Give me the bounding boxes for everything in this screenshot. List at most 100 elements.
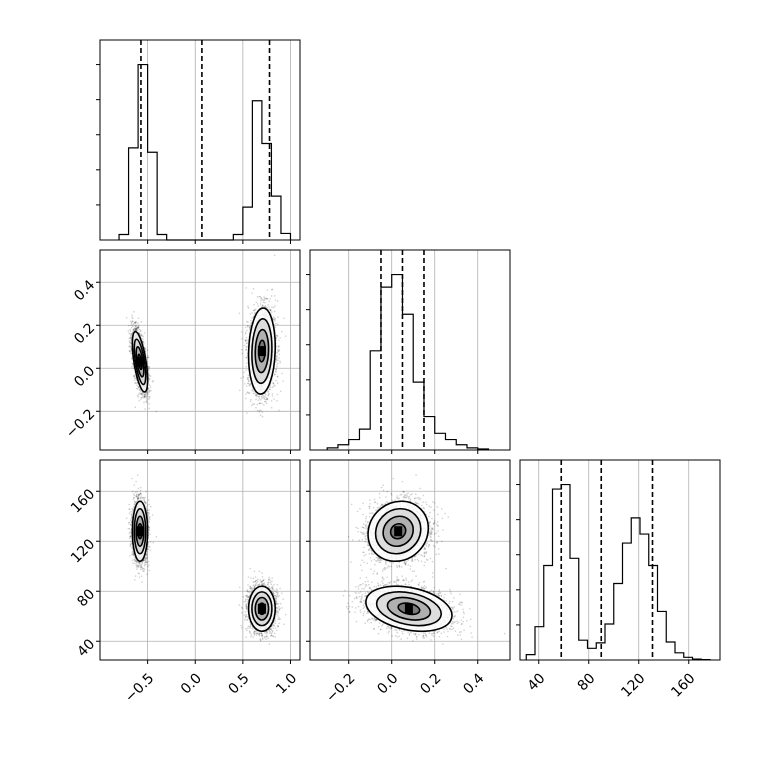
sample-point: [250, 322, 252, 324]
sample-point: [129, 345, 132, 348]
sample-point: [144, 347, 147, 350]
sample-point: [130, 333, 133, 335]
sample-point: [246, 391, 249, 393]
sample-point: [127, 330, 130, 332]
sample-point: [275, 370, 277, 372]
sample-point: [137, 326, 140, 329]
sample-point: [272, 383, 275, 385]
sample-point: [132, 328, 135, 331]
sample-point: [137, 326, 139, 329]
sample-point: [246, 342, 248, 344]
sample-point: [249, 384, 251, 386]
sample-point: [133, 379, 136, 381]
sample-point: [247, 325, 249, 328]
sample-point: [258, 402, 261, 405]
sample-point: [260, 297, 263, 299]
sample-point: [269, 386, 272, 389]
sample-point: [276, 300, 279, 302]
sample-point: [128, 337, 131, 340]
sample-point: [134, 328, 137, 331]
sample-point: [149, 389, 151, 392]
sample-point: [135, 328, 138, 331]
sample-point: [134, 329, 137, 331]
sample-point: [263, 395, 266, 398]
sample-point: [134, 382, 136, 385]
sample-point: [131, 357, 133, 359]
sample-point: [151, 380, 154, 383]
sample-point: [260, 395, 263, 398]
sample-point: [131, 362, 134, 365]
sample-point: [268, 388, 271, 391]
sample-point: [266, 397, 269, 400]
sample-point: [249, 324, 252, 327]
sample-point: [275, 335, 278, 337]
sample-point: [275, 379, 277, 382]
sample-point: [271, 395, 274, 397]
sample-point: [141, 392, 143, 395]
sample-point: [140, 321, 143, 323]
sample-point: [128, 340, 131, 343]
sample-point: [137, 317, 140, 320]
sample-point: [138, 332, 141, 334]
sample-point: [133, 327, 136, 330]
sample-point: [130, 321, 133, 324]
sample-point: [147, 366, 150, 368]
x-tick-label: 40: [525, 670, 549, 694]
sample-point: [127, 324, 130, 327]
sample-point: [277, 345, 280, 347]
sample-point: [148, 398, 150, 401]
sample-point: [129, 320, 132, 323]
sample-point: [145, 392, 148, 394]
sample-point: [260, 297, 262, 300]
sample-point: [128, 349, 131, 352]
sample-point: [264, 400, 267, 403]
sample-point: [143, 332, 146, 334]
sample-point: [147, 356, 150, 359]
sample-point: [133, 375, 135, 378]
sample-point: [128, 344, 131, 347]
sample-point: [245, 397, 247, 400]
sample-point: [130, 353, 132, 355]
sample-point: [130, 350, 132, 352]
sample-point: [253, 403, 256, 405]
sample-point: [146, 391, 149, 394]
sample-point: [148, 397, 151, 399]
sample-point: [243, 344, 246, 347]
sample-point: [276, 362, 279, 365]
sample-point: [259, 295, 262, 298]
sample-point: [135, 324, 138, 327]
sample-point: [257, 399, 260, 401]
sample-point: [242, 376, 245, 378]
sample-point: [147, 356, 150, 359]
sample-point: [152, 380, 155, 382]
sample-point: [262, 299, 265, 301]
sample-point: [247, 339, 249, 341]
sample-point: [266, 398, 269, 400]
sample-point: [256, 394, 258, 396]
sample-point: [134, 328, 137, 330]
sample-point: [268, 300, 270, 303]
sample-point: [130, 340, 132, 342]
sample-point: [267, 391, 269, 393]
sample-point: [136, 387, 138, 390]
sample-point: [269, 309, 272, 312]
sample-point: [268, 306, 270, 308]
sample-point: [137, 322, 139, 324]
sample-point: [144, 393, 146, 395]
sample-point: [131, 333, 133, 335]
sample-point: [276, 352, 278, 354]
sample-point: [137, 396, 140, 398]
sample-point: [245, 342, 248, 345]
sample-point: [137, 393, 140, 395]
sample-point: [141, 393, 143, 396]
sample-point: [148, 390, 151, 393]
sample-point: [261, 298, 264, 301]
sample-point: [130, 322, 133, 325]
sample-point: [147, 367, 150, 370]
sample-point: [133, 322, 136, 324]
sample-point: [254, 392, 256, 395]
sample-point: [244, 340, 247, 342]
sample-point: [255, 406, 257, 409]
sample-point: [248, 384, 251, 387]
sample-point: [143, 396, 145, 398]
